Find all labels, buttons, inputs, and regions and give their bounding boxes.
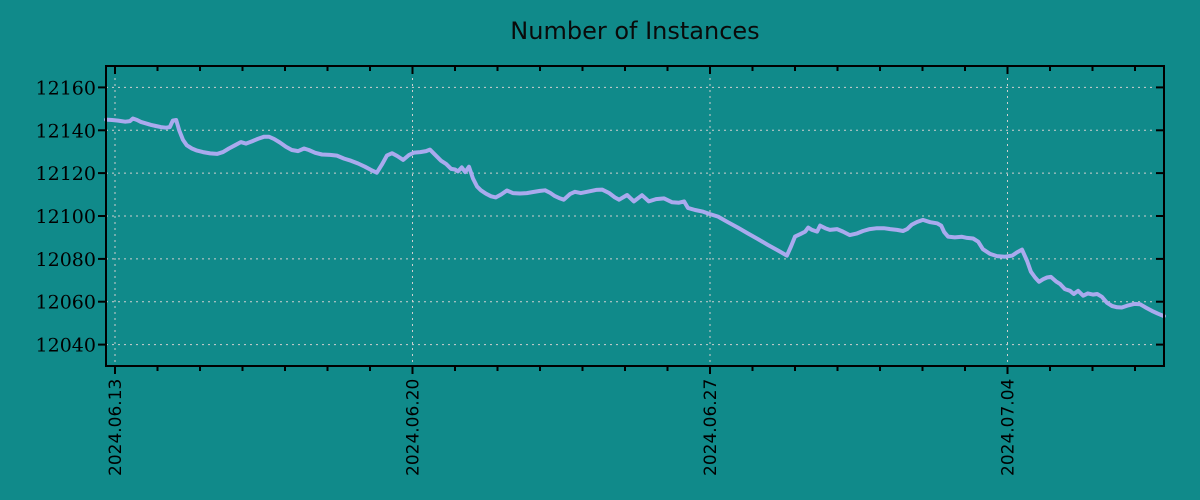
y-tick-label: 12060	[36, 292, 96, 314]
data-line	[104, 116, 1166, 319]
x-tick-label: 2024.07.04	[999, 379, 1019, 476]
x-axis-labels: 2024.06.13 2024.06.20 2024.06.27 2024.07.04	[106, 379, 1019, 476]
gridlines	[106, 66, 1164, 366]
y-tick-label: 12100	[36, 206, 96, 228]
x-tick-label: 2024.06.13	[106, 379, 126, 476]
axis-ticks	[98, 66, 1164, 374]
y-tick-label: 12120	[36, 163, 96, 185]
y-axis-labels: 12040 12060 12080 12100 12120 12140 12160	[36, 77, 96, 356]
instances-series-line	[104, 116, 1166, 319]
x-tick-label: 2024.06.27	[701, 379, 721, 476]
x-tick-label: 2024.06.20	[404, 379, 424, 476]
y-tick-label: 12040	[36, 335, 96, 357]
chart-title: Number of Instances	[510, 17, 759, 45]
y-tick-label: 12080	[36, 249, 96, 271]
y-tick-label: 12140	[36, 120, 96, 142]
y-tick-label: 12160	[36, 77, 96, 99]
